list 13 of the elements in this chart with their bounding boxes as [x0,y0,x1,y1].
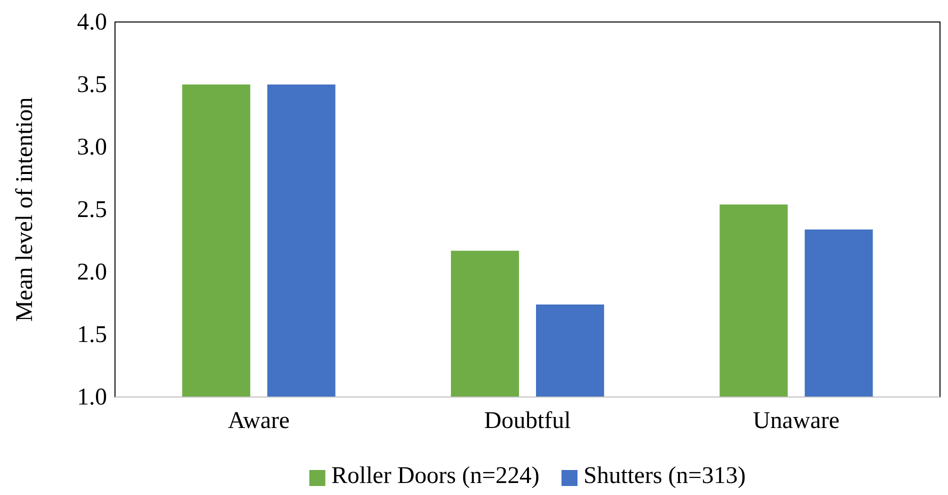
y-tick-label: 1.0 [77,384,107,411]
x-tick-label: Aware [228,408,290,434]
legend-label: Shutters (n=313) [583,463,746,489]
legend-label: Roller Doors (n=224) [331,463,540,489]
y-tick-label: 1.5 [77,322,107,348]
x-tick-label: Unaware [752,408,840,434]
y-axis-title: Mean level of intention [12,97,38,322]
y-tick-label: 2.5 [77,197,107,224]
y-tick-label: 3.0 [77,134,107,161]
y-tick-label: 2.0 [77,260,107,286]
x-tick-label: Doubtful [484,408,572,434]
y-tick-label: 3.5 [77,72,107,98]
y-tick-label: 4.0 [77,10,107,36]
